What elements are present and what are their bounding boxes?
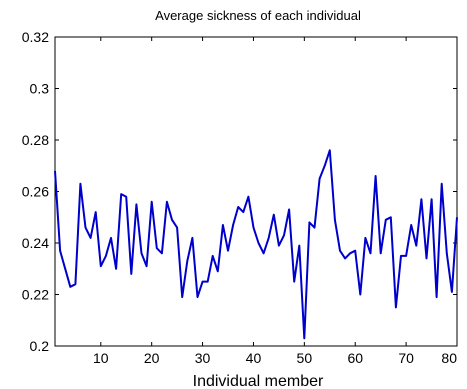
x-tick-label: 50: [297, 350, 313, 366]
x-tick-label: 30: [195, 350, 211, 366]
y-tick-label: 0.32: [22, 29, 49, 45]
x-tick-label: 10: [93, 350, 109, 366]
y-tick-label: 0.22: [22, 287, 49, 303]
x-tick-label: 60: [347, 350, 363, 366]
y-tick-label: 0.26: [22, 184, 49, 200]
x-tick-label: 40: [246, 350, 262, 366]
series-line: [54, 149, 458, 340]
y-tick-label: 0.28: [22, 132, 49, 148]
x-tick-label: 80: [441, 350, 457, 366]
y-tick-label: 0.2: [30, 338, 50, 354]
x-axis-label: Individual member: [193, 373, 324, 389]
chart-title: Average sickness of each individual: [155, 8, 361, 23]
y-tick-label: 0.3: [30, 81, 50, 97]
x-tick-label: 70: [398, 350, 414, 366]
x-axis: 10 20 30 40 50 60 70 80: [93, 37, 458, 366]
y-axis: 0.2 0.22 0.24 0.26 0.28 0.3 0.32: [22, 29, 457, 354]
x-tick-label: 20: [144, 350, 160, 366]
y-tick-label: 0.24: [22, 235, 49, 251]
